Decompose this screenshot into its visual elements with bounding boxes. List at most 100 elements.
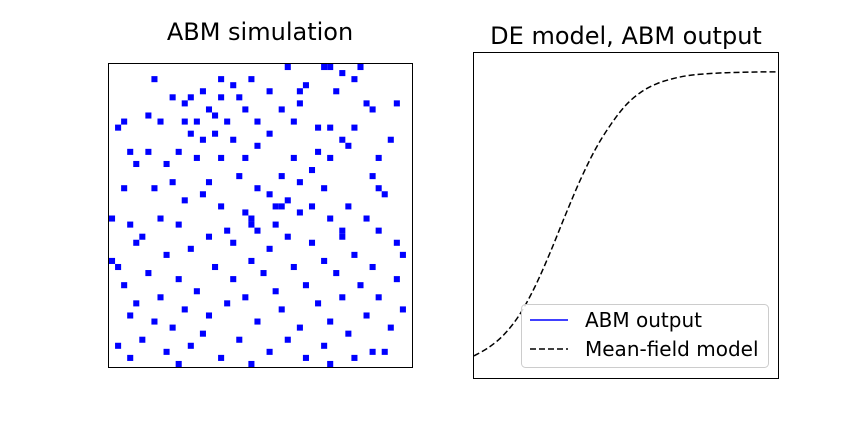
agent-cell xyxy=(181,197,188,204)
agent-cell xyxy=(381,191,388,198)
agent-cell xyxy=(321,342,328,349)
agent-cell xyxy=(109,257,116,264)
agent-cell xyxy=(205,179,213,186)
agent-cell xyxy=(315,300,322,307)
agent-cell xyxy=(157,118,164,125)
agent-cell xyxy=(145,148,152,155)
agent-cell xyxy=(248,360,255,367)
agent-cell xyxy=(284,64,291,71)
agent-cell xyxy=(109,215,116,222)
abm-grid-frame xyxy=(108,63,413,368)
agent-cell xyxy=(369,106,376,113)
agent-cell xyxy=(296,209,303,216)
agent-cell xyxy=(327,124,334,131)
agent-cell xyxy=(242,154,249,161)
agent-cell xyxy=(199,191,206,198)
agent-cell xyxy=(218,94,225,101)
agent-cell xyxy=(375,294,382,301)
agent-cell xyxy=(278,106,285,113)
agent-cell xyxy=(187,342,194,349)
agent-cell xyxy=(175,148,182,155)
agent-cell xyxy=(327,360,334,367)
agent-cell xyxy=(260,270,267,277)
agent-cell xyxy=(169,94,176,101)
agent-cell xyxy=(181,118,188,125)
agent-cell xyxy=(308,203,316,210)
agent-cell xyxy=(193,288,200,295)
abm-grid xyxy=(109,64,406,367)
agent-cell xyxy=(205,312,213,319)
de-plot-frame xyxy=(473,52,779,379)
agent-cell xyxy=(254,318,261,325)
agent-cell xyxy=(218,154,225,161)
agent-cell xyxy=(339,233,346,240)
agent-cell xyxy=(133,239,140,246)
agent-cell xyxy=(272,221,279,228)
agent-cell xyxy=(302,82,309,89)
agent-cell xyxy=(187,130,194,137)
agent-cell xyxy=(121,118,128,125)
agent-cell xyxy=(236,173,243,180)
agent-cell xyxy=(321,64,328,71)
agent-cell xyxy=(387,324,394,331)
agent-cell xyxy=(187,245,194,252)
agent-cell xyxy=(363,312,370,319)
agent-cell xyxy=(127,354,134,361)
agent-cell xyxy=(351,76,358,83)
agent-cell xyxy=(393,239,400,246)
legend-box xyxy=(521,304,769,368)
legend-model-label: Mean-field model xyxy=(585,337,759,361)
agent-cell xyxy=(393,276,400,283)
agent-cell xyxy=(242,209,249,216)
agent-cell xyxy=(345,330,352,337)
agent-cell xyxy=(284,197,291,204)
agent-cell xyxy=(175,221,182,228)
agent-cell xyxy=(248,257,255,264)
agent-cell xyxy=(121,282,128,289)
agent-cell xyxy=(175,360,182,367)
agent-cell xyxy=(369,263,376,271)
abm-panel-title: ABM simulation xyxy=(166,18,354,46)
agent-cell xyxy=(224,227,231,234)
agent-cell xyxy=(145,112,152,119)
agent-cell xyxy=(224,300,231,307)
agent-cell xyxy=(254,142,261,149)
agent-cell xyxy=(345,142,352,149)
agent-cell xyxy=(151,185,158,192)
agent-cell xyxy=(181,306,188,313)
agent-cell xyxy=(230,136,237,143)
agent-cell xyxy=(187,94,194,101)
agent-cell xyxy=(290,154,297,161)
agent-cell xyxy=(254,227,261,234)
agent-cell xyxy=(363,100,370,107)
agent-cell xyxy=(327,154,334,161)
agent-cell xyxy=(284,336,291,343)
agent-cell xyxy=(157,215,164,222)
agent-cell xyxy=(242,106,249,113)
agent-cell xyxy=(236,336,243,343)
agent-cell xyxy=(375,154,382,161)
agent-cell xyxy=(302,354,309,361)
agent-cell xyxy=(218,354,225,361)
legend-abm-label: ABM output xyxy=(585,308,702,332)
agent-cell xyxy=(339,136,346,143)
agent-cell xyxy=(296,324,303,331)
agent-cell xyxy=(327,215,334,222)
agent-cell xyxy=(145,270,152,277)
agent-cell xyxy=(199,136,206,143)
agent-cell xyxy=(139,233,146,240)
agent-cell xyxy=(199,330,206,337)
agent-cell xyxy=(375,185,382,192)
agent-cell xyxy=(248,76,255,83)
agent-cell xyxy=(157,294,164,301)
agent-cell xyxy=(369,173,376,180)
agent-cell xyxy=(127,312,134,319)
chart-legend: ABM output Mean-field model xyxy=(521,304,769,368)
agent-cell xyxy=(266,88,273,95)
agent-cell xyxy=(175,276,182,283)
agent-cell xyxy=(351,354,358,361)
agent-cell xyxy=(199,88,206,95)
agent-cell xyxy=(230,82,237,89)
agent-cell xyxy=(290,118,297,125)
